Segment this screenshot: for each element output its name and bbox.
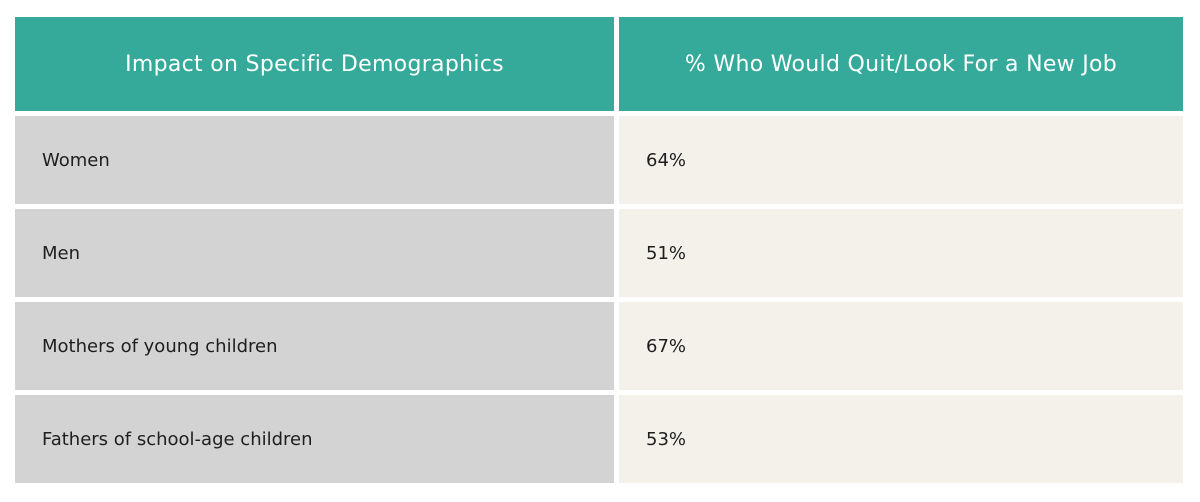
table-row: Fathers of school-age children 53% xyxy=(15,395,1183,483)
demographic-cell: Women xyxy=(15,116,614,204)
table-row: Men 51% xyxy=(15,209,1183,297)
demographic-cell: Fathers of school-age children xyxy=(15,395,614,483)
demographic-cell: Mothers of young children xyxy=(15,302,614,390)
percent-cell: 53% xyxy=(619,395,1183,483)
table-header-row: Impact on Specific Demographics % Who Wo… xyxy=(15,17,1183,111)
table-row: Mothers of young children 67% xyxy=(15,302,1183,390)
percent-cell: 67% xyxy=(619,302,1183,390)
demographics-table: Impact on Specific Demographics % Who Wo… xyxy=(15,17,1183,488)
percent-cell: 64% xyxy=(619,116,1183,204)
demographic-cell: Men xyxy=(15,209,614,297)
table-row: Women 64% xyxy=(15,116,1183,204)
percent-cell: 51% xyxy=(619,209,1183,297)
header-cell-demographics: Impact on Specific Demographics xyxy=(15,17,614,111)
header-cell-percent-quit: % Who Would Quit/Look For a New Job xyxy=(619,17,1183,111)
